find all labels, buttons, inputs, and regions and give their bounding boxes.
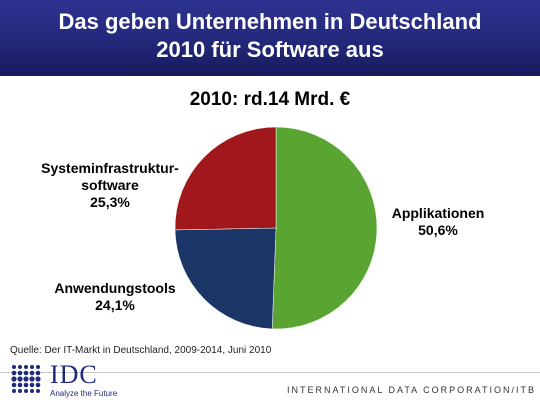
page-title-line-1: Das geben Unternehmen in Deutschland: [58, 9, 482, 34]
idc-logo-icon: [11, 365, 41, 393]
slice-label-applikationen-name: Applikationen: [391, 205, 485, 221]
title-banner: Das geben Unternehmen in Deutschland 201…: [0, 0, 540, 76]
idc-logo-text: IDC: [50, 360, 98, 389]
slice-label-applikationen: Applikationen 50,6%: [378, 205, 498, 239]
slice-label-systeminfrastruktur-name-1: Systeminfrastruktur-: [41, 160, 179, 176]
pie-slice-systeminfrastruktur-software: [174, 126, 277, 231]
slice-label-anwendungstools-value: 24,1%: [95, 297, 135, 313]
pie-slice-applikationen: [271, 126, 378, 330]
pie-slice-anwendungstools: [174, 227, 277, 330]
slice-label-systeminfrastruktur-value: 25,3%: [90, 194, 130, 210]
chart-title: 2010: rd.14 Mrd. €: [189, 89, 351, 110]
slice-label-anwendungstools-name: Anwendungstools: [54, 280, 176, 296]
page-title: Das geben Unternehmen in Deutschland 201…: [0, 8, 540, 64]
slice-label-systeminfrastruktur-name-2: software: [81, 177, 139, 193]
slice-label-applikationen-value: 50,6%: [418, 222, 458, 238]
page-title-line-2: 2010 für Software aus: [156, 37, 384, 62]
idc-logo-tagline: Analyze the Future: [50, 389, 118, 398]
corporation-name: INTERNATIONAL DATA CORPORATION/ITB: [286, 385, 536, 395]
footer-divider: [0, 372, 540, 373]
slice-label-anwendungstools: Anwendungstools 24,1%: [40, 280, 190, 314]
slice-label-systeminfrastruktur: Systeminfrastruktur- software 25,3%: [30, 160, 190, 211]
source-note: Quelle: Der IT-Markt in Deutschland, 200…: [10, 345, 272, 356]
